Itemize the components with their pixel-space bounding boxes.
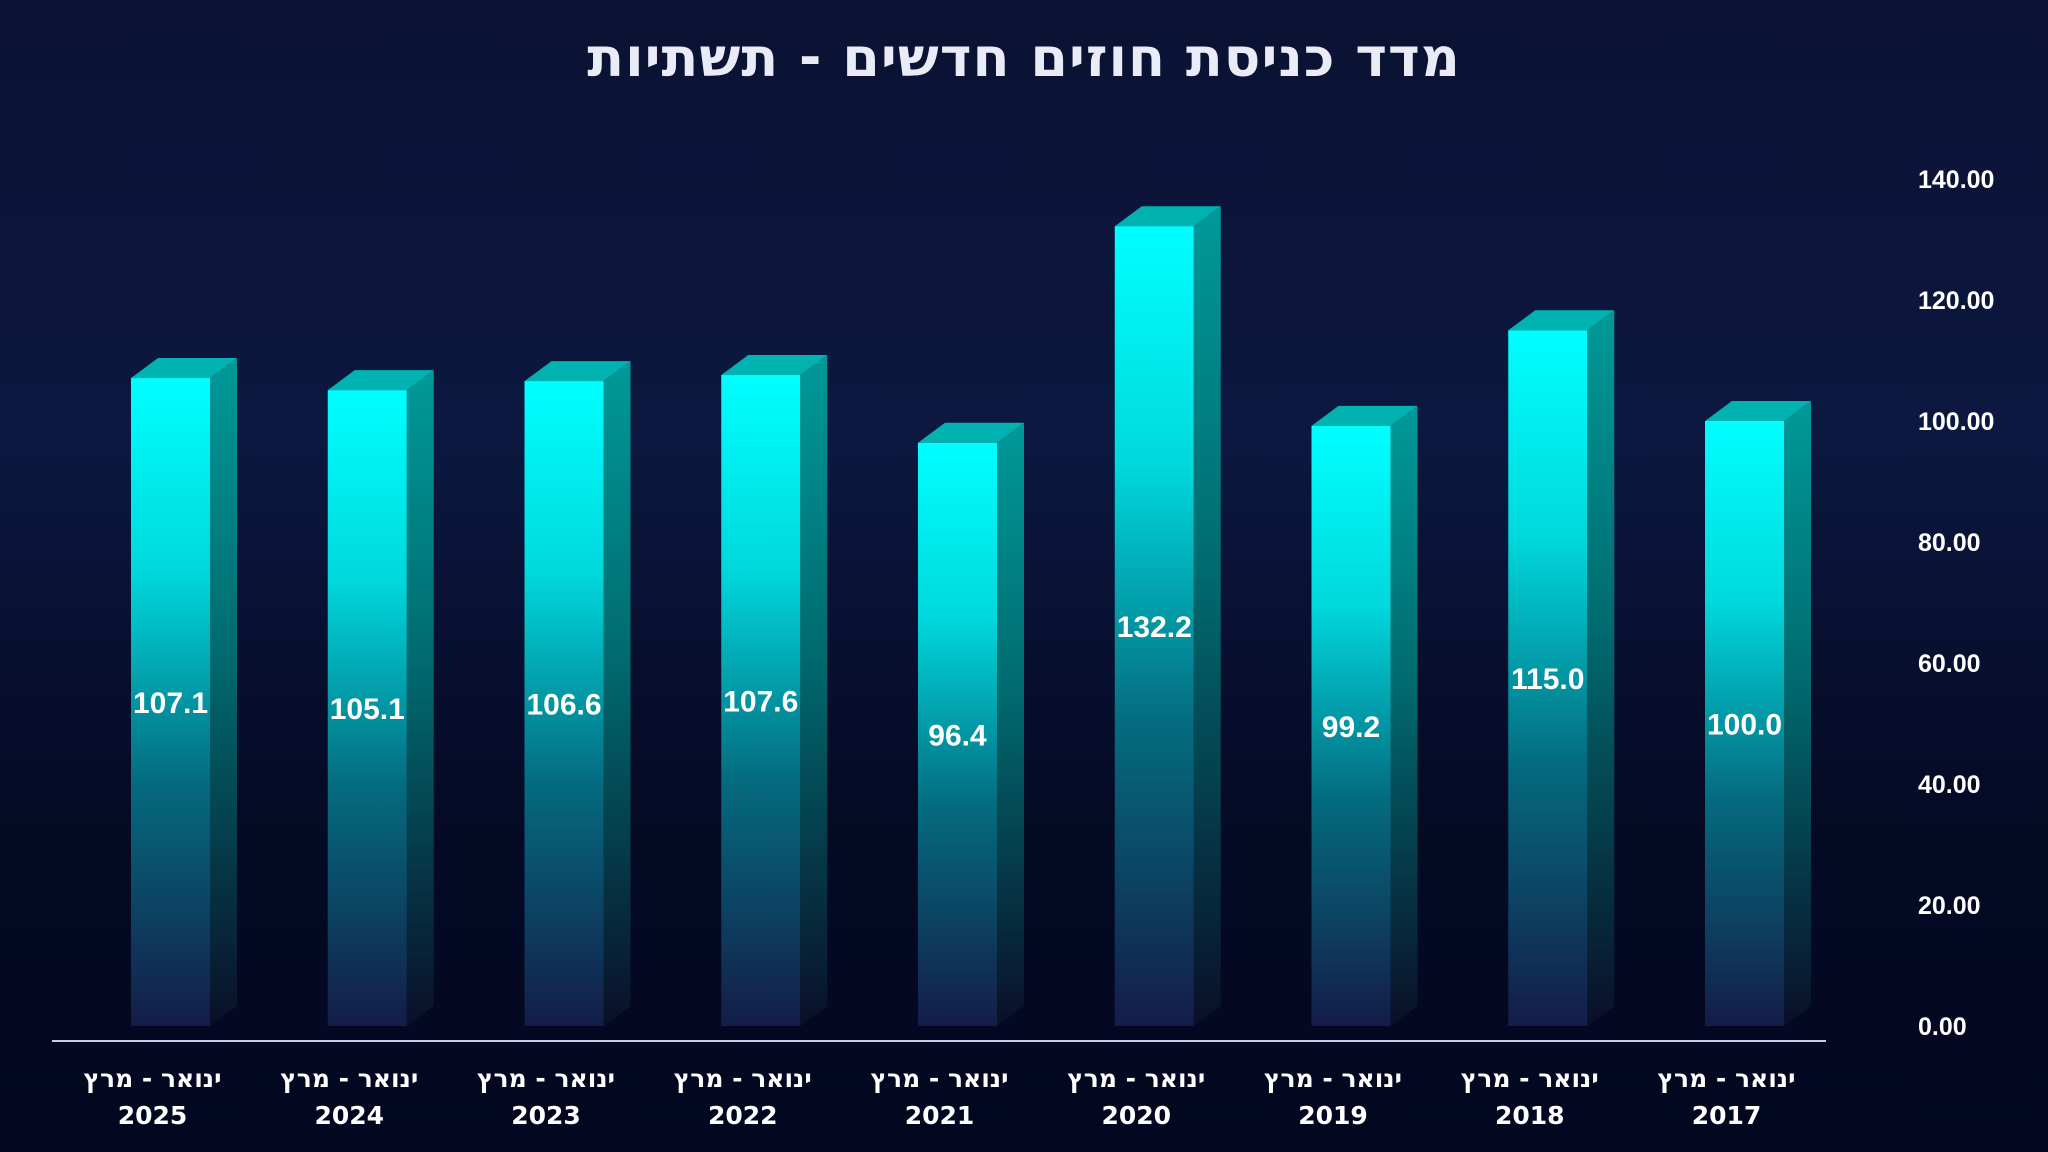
bar-8: [1508, 310, 1615, 1026]
bar-top: [131, 358, 237, 379]
bar-side: [1784, 401, 1811, 1026]
bar-side: [603, 361, 631, 1026]
category-label-period: ינואר - מרץ: [1461, 1064, 1599, 1093]
bar-front: [721, 375, 801, 1026]
bar-side: [1193, 206, 1221, 1026]
data-label: 132.2: [1117, 611, 1192, 644]
bar-top: [327, 370, 434, 391]
bar-top: [1705, 401, 1811, 421]
y-tick-label: 0.00: [1918, 1013, 1967, 1041]
bar-top: [1508, 310, 1615, 331]
category-label-year: 2017: [1692, 1101, 1762, 1130]
category-label-period: ינואר - מרץ: [280, 1064, 418, 1093]
y-tick-label: 20.00: [1918, 892, 1981, 920]
x-axis: ינואר - מרץ 2025 ינואר - מרץ 2024 ינואר - מר…: [84, 1064, 1796, 1130]
category-label-period: ינואר - מרץ: [1658, 1064, 1796, 1093]
bar-side: [997, 422, 1024, 1026]
bar-side: [800, 355, 828, 1026]
bar-side: [406, 370, 434, 1026]
y-tick-label: 40.00: [1918, 771, 1981, 799]
bar-4: [721, 355, 828, 1026]
data-label: 106.6: [526, 689, 601, 722]
category-label-period: ינואר - מרץ: [1264, 1064, 1402, 1093]
category-label-year: 2023: [511, 1101, 581, 1130]
bar-5: [918, 422, 1024, 1026]
data-label: 99.2: [1322, 711, 1380, 744]
category-label-year: 2020: [1101, 1101, 1171, 1130]
category-label-period: ינואר - מרץ: [674, 1064, 812, 1093]
bar-7: [1311, 405, 1418, 1027]
category-label-year: 2021: [905, 1101, 975, 1130]
bar-front: [918, 442, 997, 1026]
bar-top: [918, 422, 1024, 443]
category-label-year: 2019: [1298, 1101, 1368, 1130]
data-label: 100.0: [1707, 709, 1782, 742]
chart-title: מדד כניסת חוזים חדשים - תשתיות: [587, 26, 1461, 89]
category-label-year: 2022: [708, 1101, 778, 1130]
bars-layer: 107.1 105.1 106.6 107.6 96.4 132.2 99.2 115.0 10…: [131, 206, 1811, 1027]
bar-side: [1587, 310, 1615, 1026]
data-label: 107.6: [723, 686, 798, 719]
data-label: 96.4: [928, 719, 987, 752]
bar-front: [327, 390, 407, 1026]
bar-side: [1390, 405, 1418, 1027]
bar-front: [1311, 425, 1391, 1027]
bar-side: [210, 358, 237, 1026]
bar-top: [524, 361, 631, 382]
y-tick-label: 120.00: [1918, 287, 1994, 315]
bar-9: [1705, 401, 1811, 1026]
bar-front: [1705, 421, 1784, 1026]
category-label-period: ינואר - מרץ: [871, 1064, 1009, 1093]
y-tick-label: 60.00: [1918, 650, 1981, 678]
bar-top: [1114, 206, 1221, 227]
category-label-period: ינואר - מרץ: [1067, 1064, 1205, 1093]
bar-front: [131, 378, 210, 1026]
bar-front: [1114, 226, 1194, 1026]
data-label: 107.1: [133, 687, 208, 720]
bar-top: [1311, 405, 1418, 426]
data-label: 115.0: [1511, 663, 1584, 696]
bar-1: [131, 358, 237, 1026]
category-label-year: 2024: [314, 1101, 384, 1130]
y-tick-label: 100.00: [1918, 408, 1994, 436]
category-label-period: ינואר - מרץ: [84, 1064, 222, 1093]
bar-front: [1508, 330, 1588, 1026]
category-label-period: ינואר - מרץ: [477, 1064, 615, 1093]
data-label: 105.1: [330, 693, 405, 726]
bar-top: [721, 355, 828, 376]
y-tick-label: 140.00: [1918, 166, 1994, 194]
bar-front: [524, 381, 604, 1026]
category-label-year: 2018: [1495, 1101, 1565, 1130]
bar-6: [1114, 206, 1221, 1026]
bar-3: [524, 361, 631, 1026]
category-label-year: 2025: [118, 1101, 188, 1130]
y-axis: 0.00 20.00 40.00 60.00 80.00 100.00 120.00 140.…: [1918, 166, 1994, 1041]
bar-2: [327, 370, 434, 1026]
y-tick-label: 80.00: [1918, 529, 1981, 557]
